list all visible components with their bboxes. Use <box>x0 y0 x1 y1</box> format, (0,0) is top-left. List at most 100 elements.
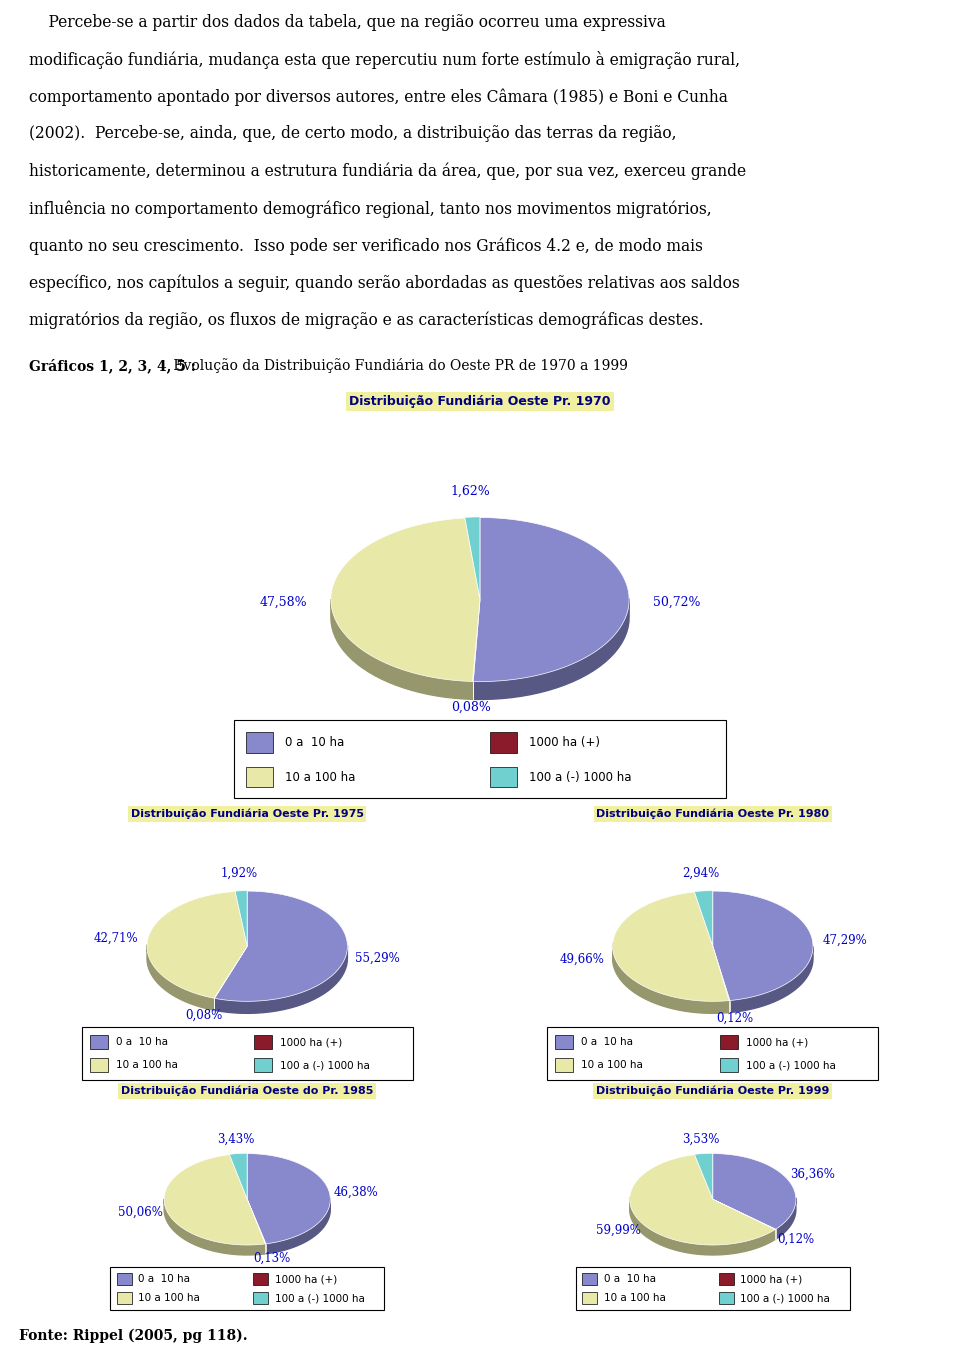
Text: Distribuição Fundiária Oeste Pr. 1970: Distribuição Fundiária Oeste Pr. 1970 <box>349 396 611 408</box>
Text: 59,99%: 59,99% <box>596 1224 641 1236</box>
Text: 0 a  10 ha: 0 a 10 ha <box>116 1038 168 1047</box>
Polygon shape <box>473 598 629 700</box>
Polygon shape <box>694 891 712 946</box>
Text: 0 a  10 ha: 0 a 10 ha <box>285 737 344 749</box>
Text: comportamento apontado por diversos autores, entre eles Câmara (1985) e Boni e C: comportamento apontado por diversos auto… <box>29 88 728 105</box>
Text: específico, nos capítulos a seguir, quando serão abordadas as questões relativas: específico, nos capítulos a seguir, quan… <box>29 275 739 292</box>
Text: 1000 ha (+): 1000 ha (+) <box>275 1275 337 1284</box>
Text: 49,66%: 49,66% <box>560 953 605 965</box>
Bar <box>253 1273 268 1285</box>
Bar <box>556 1035 573 1050</box>
Bar <box>234 720 726 798</box>
Text: Distribuição Fundiária Oeste do Pr. 1985: Distribuição Fundiária Oeste do Pr. 1985 <box>121 1086 373 1097</box>
Text: 100 a (-) 1000 ha: 100 a (-) 1000 ha <box>280 1061 371 1071</box>
Polygon shape <box>712 891 813 1001</box>
Text: Gráficos 1, 2, 3, 4, 5 :: Gráficos 1, 2, 3, 4, 5 : <box>29 359 196 372</box>
Polygon shape <box>147 945 214 1010</box>
Text: 10 a 100 ha: 10 a 100 ha <box>604 1294 666 1303</box>
Text: 10 a 100 ha: 10 a 100 ha <box>116 1061 178 1071</box>
Text: Percebe-se a partir dos dados da tabela, que na região ocorreu uma expressiva: Percebe-se a partir dos dados da tabela,… <box>29 14 665 30</box>
Bar <box>90 1035 108 1050</box>
Polygon shape <box>473 517 629 682</box>
Polygon shape <box>214 946 248 998</box>
Text: 100 a (-) 1000 ha: 100 a (-) 1000 ha <box>529 771 632 783</box>
Polygon shape <box>248 1154 330 1244</box>
Bar <box>719 1273 733 1285</box>
Text: 0,13%: 0,13% <box>252 1251 290 1265</box>
Text: historicamente, determinou a estrutura fundiária da área, que, por sua vez, exer: historicamente, determinou a estrutura f… <box>29 163 746 181</box>
Text: quanto no seu crescimento.  Isso pode ser verificado nos Gráficos 4.2 e, de modo: quanto no seu crescimento. Isso pode ser… <box>29 237 703 255</box>
Polygon shape <box>266 1198 330 1254</box>
Text: 1000 ha (+): 1000 ha (+) <box>280 1038 343 1047</box>
Polygon shape <box>712 1154 796 1229</box>
Text: 100 a (-) 1000 ha: 100 a (-) 1000 ha <box>746 1061 836 1071</box>
Text: 36,36%: 36,36% <box>790 1168 835 1180</box>
Text: 0 a  10 ha: 0 a 10 ha <box>582 1038 634 1047</box>
Text: Distribuição Fundiária Oeste Pr. 1999: Distribuição Fundiária Oeste Pr. 1999 <box>596 1086 829 1097</box>
Bar <box>110 1266 384 1310</box>
Polygon shape <box>712 946 730 1001</box>
Polygon shape <box>612 893 729 1001</box>
Polygon shape <box>712 1199 776 1229</box>
Text: 0,08%: 0,08% <box>450 701 491 715</box>
Text: 1000 ha (+): 1000 ha (+) <box>529 737 600 749</box>
Bar <box>556 1058 573 1072</box>
Text: 1000 ha (+): 1000 ha (+) <box>740 1275 803 1284</box>
Bar <box>547 1027 878 1080</box>
Text: 3,43%: 3,43% <box>217 1132 254 1146</box>
Text: 100 a (-) 1000 ha: 100 a (-) 1000 ha <box>740 1294 830 1303</box>
Text: 1000 ha (+): 1000 ha (+) <box>746 1038 808 1047</box>
Text: 3,53%: 3,53% <box>682 1132 719 1146</box>
Text: 50,72%: 50,72% <box>653 596 701 608</box>
Polygon shape <box>229 1153 247 1199</box>
Bar <box>583 1273 597 1285</box>
Text: 50,06%: 50,06% <box>118 1206 162 1218</box>
Polygon shape <box>694 1153 712 1199</box>
Polygon shape <box>465 517 480 598</box>
Bar <box>576 1266 850 1310</box>
Polygon shape <box>612 943 729 1013</box>
Text: modificação fundiária, mudança esta que repercutiu num forte estímulo à emigraçã: modificação fundiária, mudança esta que … <box>29 51 740 68</box>
Text: 55,29%: 55,29% <box>355 951 400 965</box>
Text: 0,12%: 0,12% <box>777 1232 814 1246</box>
Bar <box>253 1292 268 1305</box>
Bar <box>583 1292 597 1305</box>
Text: 10 a 100 ha: 10 a 100 ha <box>138 1294 201 1303</box>
Text: Distribuição Fundiária Oeste Pr. 1975: Distribuição Fundiária Oeste Pr. 1975 <box>131 809 364 820</box>
Text: 0 a  10 ha: 0 a 10 ha <box>138 1275 190 1284</box>
Bar <box>491 767 517 787</box>
Bar <box>254 1035 273 1050</box>
Text: 100 a (-) 1000 ha: 100 a (-) 1000 ha <box>275 1294 365 1303</box>
Bar <box>254 1058 273 1072</box>
Bar <box>491 732 517 753</box>
Text: 46,38%: 46,38% <box>334 1186 378 1199</box>
Polygon shape <box>630 1154 776 1244</box>
Polygon shape <box>331 517 480 682</box>
Text: 10 a 100 ha: 10 a 100 ha <box>582 1061 643 1071</box>
Bar <box>117 1273 132 1285</box>
Bar <box>720 1035 738 1050</box>
Text: 0,12%: 0,12% <box>716 1012 754 1024</box>
Bar <box>720 1058 738 1072</box>
Polygon shape <box>472 600 480 682</box>
Text: Evolução da Distribuição Fundiária do Oeste PR de 1970 a 1999: Evolução da Distribuição Fundiária do Oe… <box>169 359 628 372</box>
Text: 42,71%: 42,71% <box>93 932 138 945</box>
Bar <box>246 767 273 787</box>
Polygon shape <box>331 600 472 700</box>
Polygon shape <box>776 1198 796 1239</box>
Polygon shape <box>164 1199 265 1255</box>
Polygon shape <box>164 1154 265 1244</box>
Polygon shape <box>214 891 348 1001</box>
Text: 0 a  10 ha: 0 a 10 ha <box>604 1275 656 1284</box>
Text: Fonte: Rippel (2005, pg 118).: Fonte: Rippel (2005, pg 118). <box>19 1329 248 1343</box>
Polygon shape <box>235 891 247 946</box>
Polygon shape <box>730 946 813 1013</box>
Text: 0,08%: 0,08% <box>185 1009 223 1021</box>
Polygon shape <box>248 1199 266 1244</box>
Polygon shape <box>630 1198 776 1255</box>
Text: 2,94%: 2,94% <box>682 867 719 880</box>
Text: 1,62%: 1,62% <box>450 485 490 497</box>
Bar <box>82 1027 413 1080</box>
Text: 10 a 100 ha: 10 a 100 ha <box>285 771 355 783</box>
Text: 47,29%: 47,29% <box>823 934 867 946</box>
